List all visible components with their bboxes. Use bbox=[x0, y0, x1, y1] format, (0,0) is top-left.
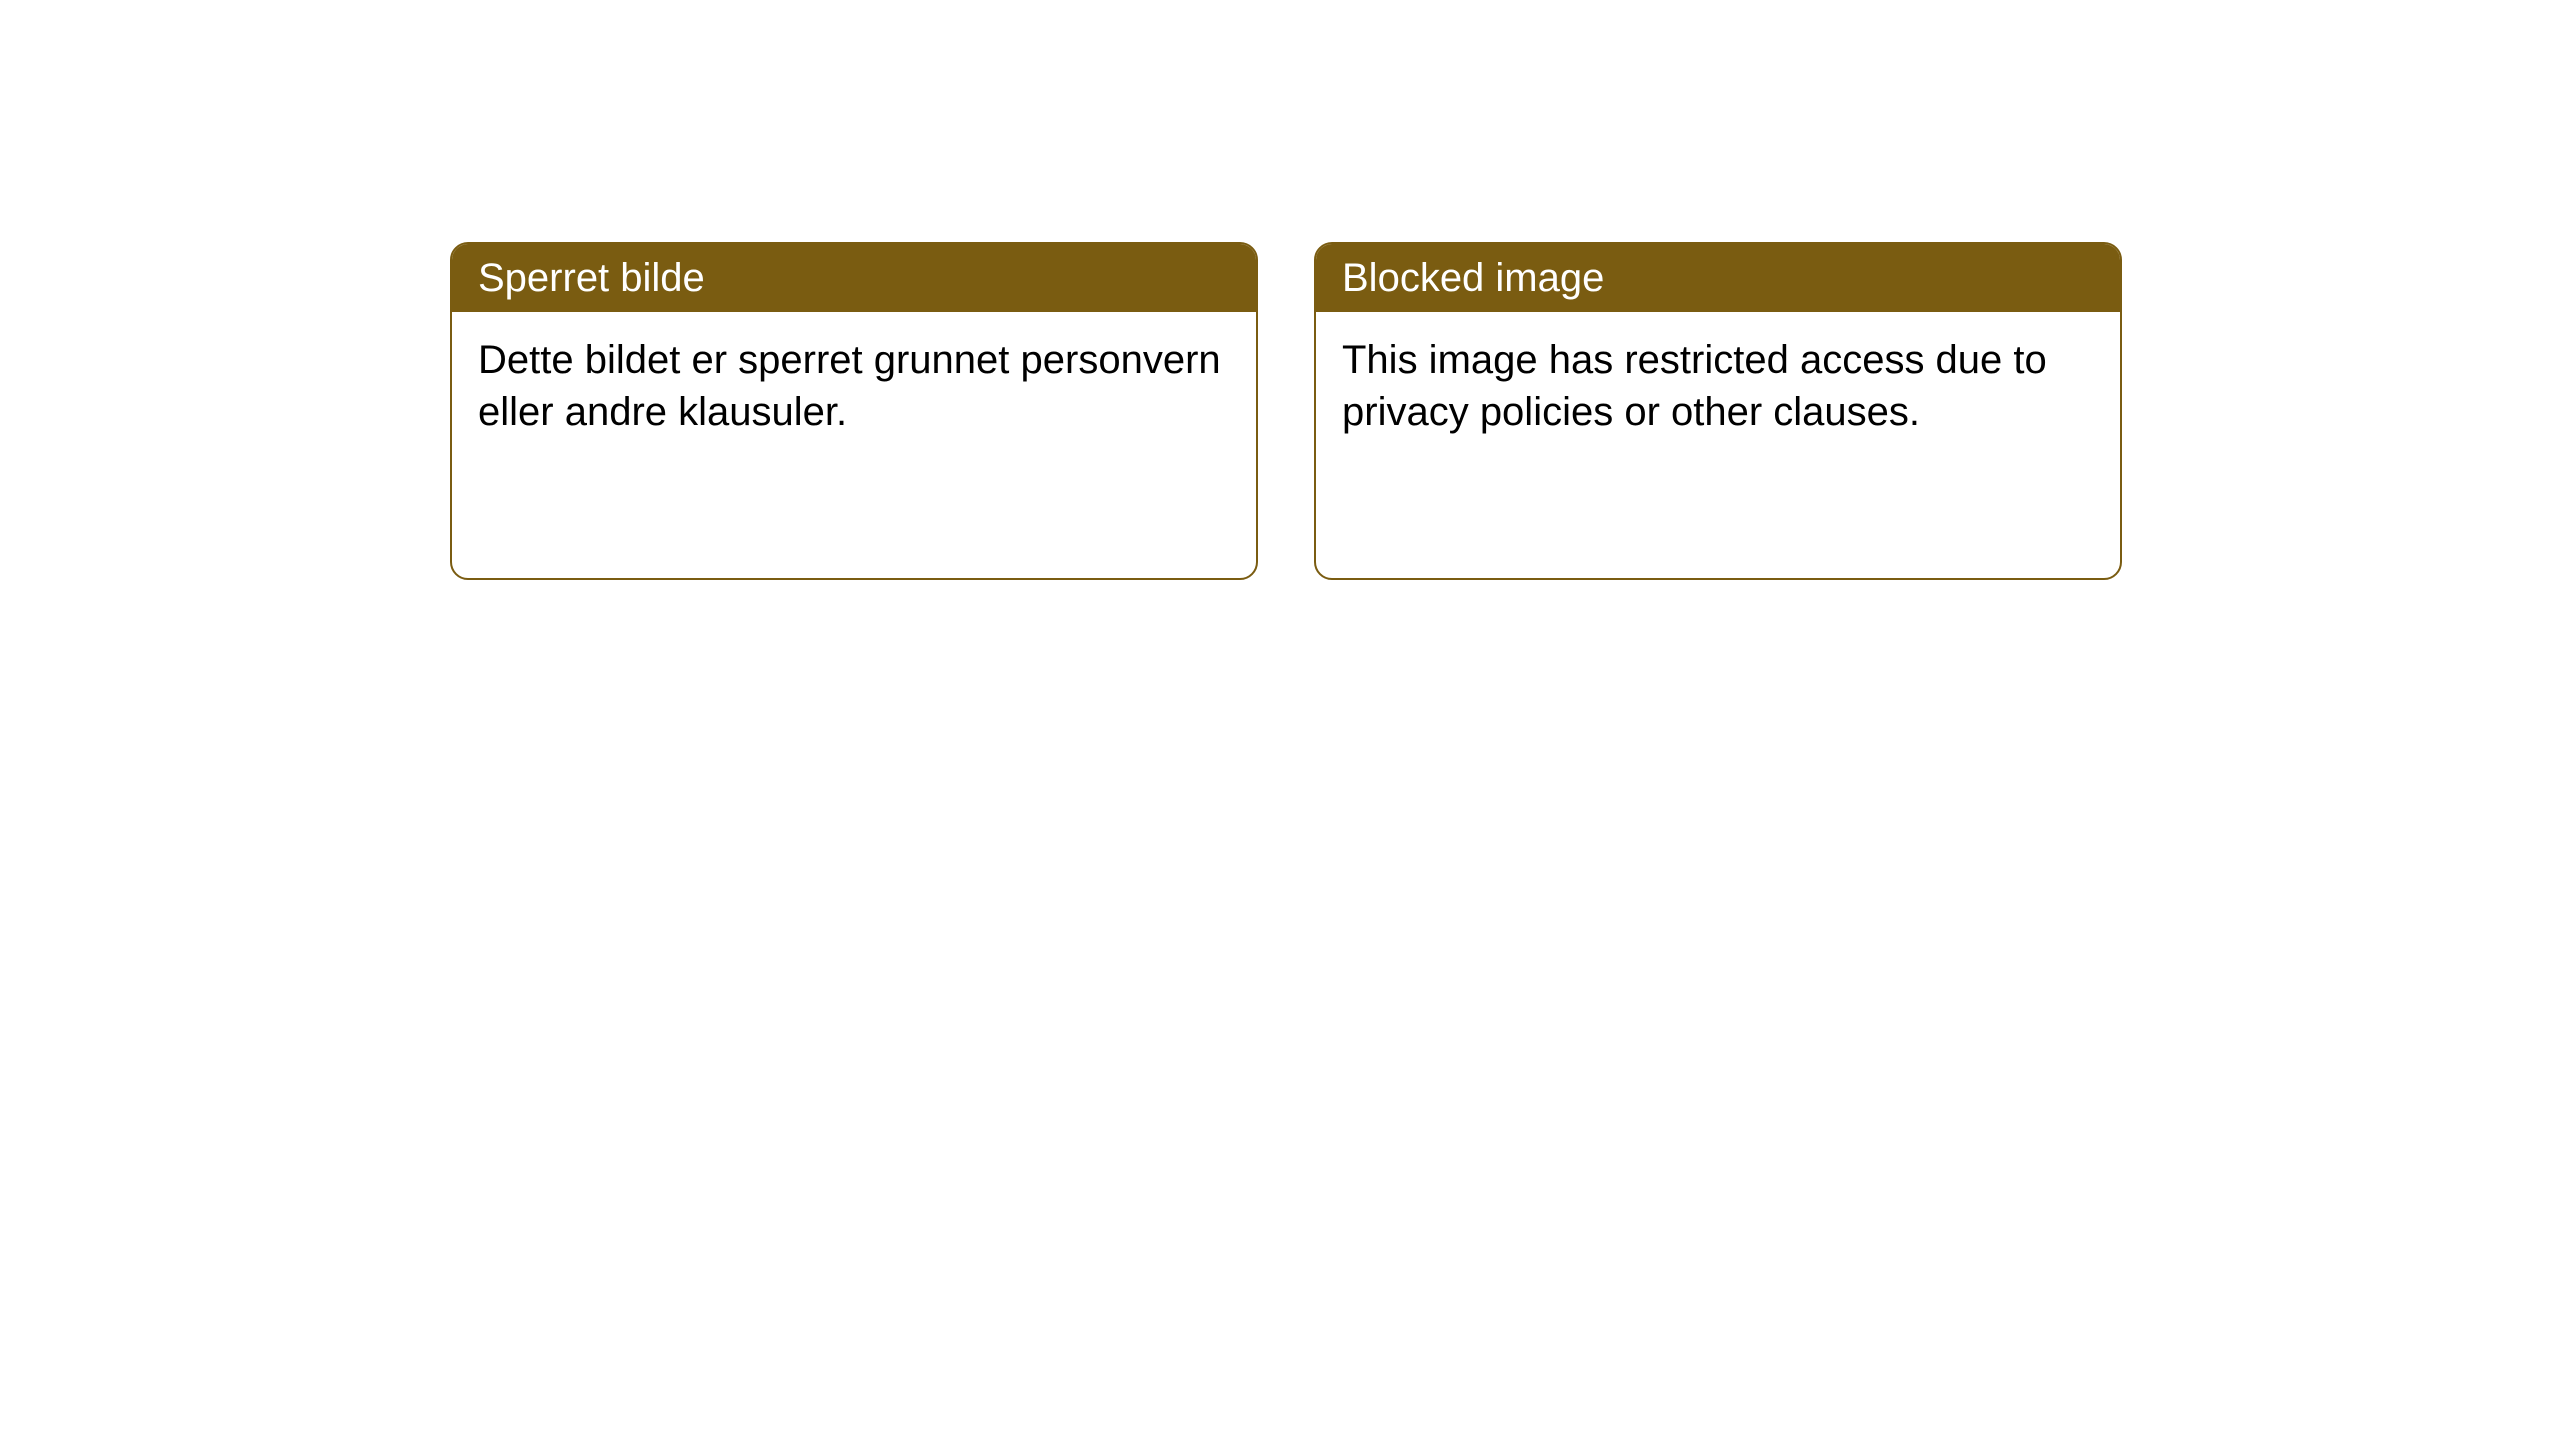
notice-card-english: Blocked image This image has restricted … bbox=[1314, 242, 2122, 580]
notice-header-text: Sperret bilde bbox=[478, 256, 705, 300]
notice-card-container: Sperret bilde Dette bildet er sperret gr… bbox=[0, 0, 2560, 580]
notice-body: This image has restricted access due to … bbox=[1316, 312, 2120, 460]
notice-header: Sperret bilde bbox=[452, 244, 1256, 312]
notice-body: Dette bildet er sperret grunnet personve… bbox=[452, 312, 1256, 460]
notice-body-text: This image has restricted access due to … bbox=[1342, 338, 2047, 434]
notice-card-norwegian: Sperret bilde Dette bildet er sperret gr… bbox=[450, 242, 1258, 580]
notice-header-text: Blocked image bbox=[1342, 256, 1604, 300]
notice-header: Blocked image bbox=[1316, 244, 2120, 312]
notice-body-text: Dette bildet er sperret grunnet personve… bbox=[478, 338, 1221, 434]
